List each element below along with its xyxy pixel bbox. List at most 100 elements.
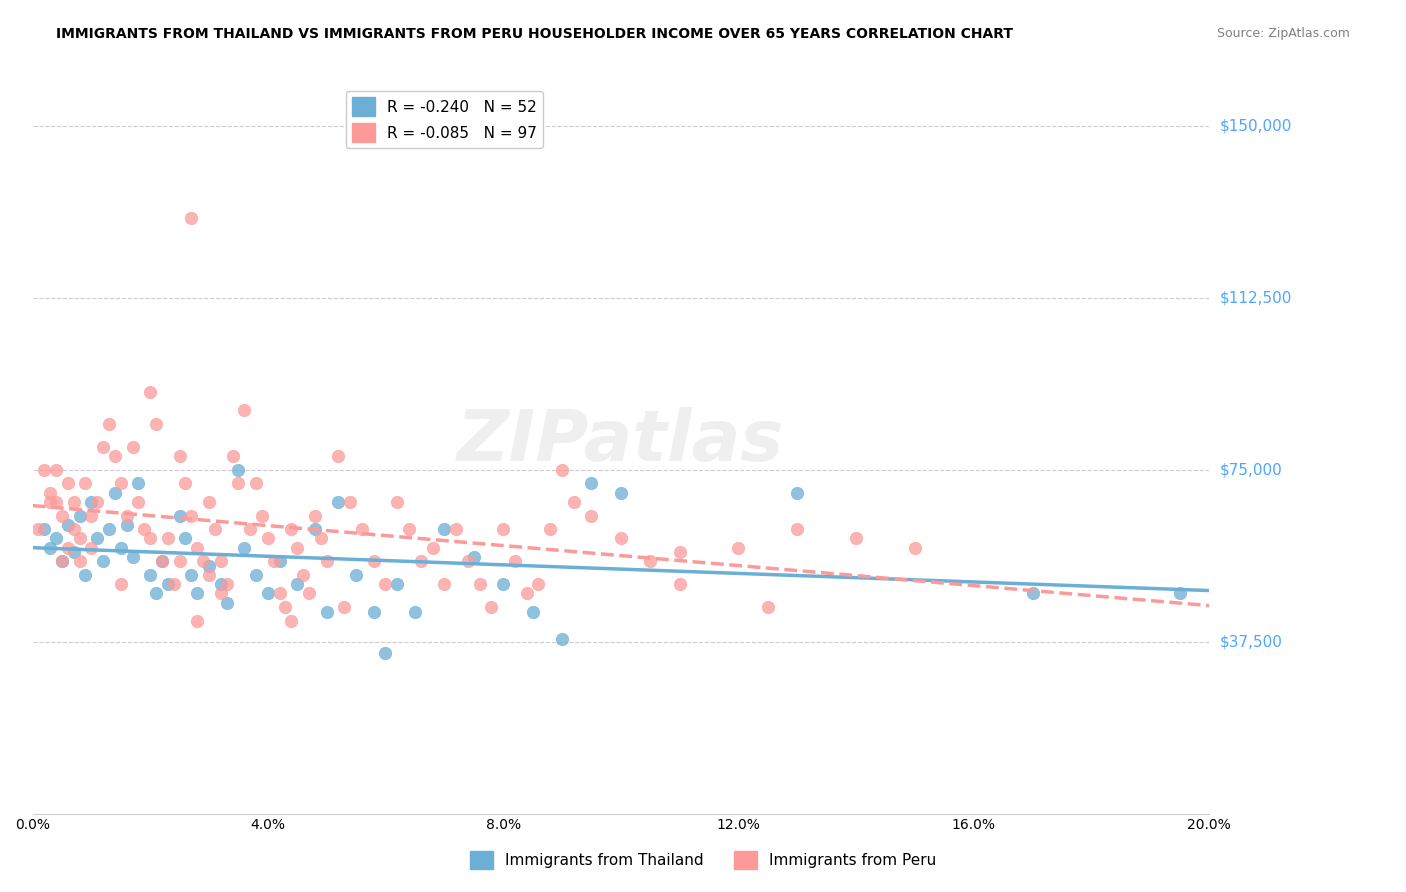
Point <box>668 577 690 591</box>
Point <box>433 522 456 536</box>
Point <box>75 568 97 582</box>
Point <box>110 476 132 491</box>
Point <box>233 541 256 555</box>
Point <box>104 485 127 500</box>
Point <box>387 577 409 591</box>
Point <box>139 384 162 399</box>
Text: IMMIGRANTS FROM THAILAND VS IMMIGRANTS FROM PERU HOUSEHOLDER INCOME OVER 65 YEAR: IMMIGRANTS FROM THAILAND VS IMMIGRANTS F… <box>56 27 1014 41</box>
Point <box>121 440 143 454</box>
Text: $75,000: $75,000 <box>1220 462 1282 477</box>
Point <box>457 554 479 568</box>
Point <box>503 554 526 568</box>
Point <box>239 522 262 536</box>
Point <box>304 522 326 536</box>
Point <box>285 577 308 591</box>
Point <box>551 463 574 477</box>
Point <box>174 532 197 546</box>
Point <box>269 586 291 600</box>
Point <box>610 532 633 546</box>
Point <box>315 554 337 568</box>
Point <box>492 577 515 591</box>
Point <box>245 476 267 491</box>
Point <box>638 554 661 568</box>
Point <box>186 586 208 600</box>
Point <box>191 554 214 568</box>
Point <box>121 549 143 564</box>
Point <box>56 541 79 555</box>
Point <box>45 463 67 477</box>
Point <box>32 522 55 536</box>
Point <box>180 211 202 225</box>
Point <box>174 476 197 491</box>
Point <box>98 417 121 431</box>
Point <box>516 586 538 600</box>
Point <box>309 532 332 546</box>
Point <box>62 522 84 536</box>
Point <box>374 577 396 591</box>
Point <box>374 646 396 660</box>
Point <box>45 495 67 509</box>
Point <box>150 554 173 568</box>
Point <box>145 586 167 600</box>
Point <box>409 554 432 568</box>
Point <box>39 541 62 555</box>
Point <box>139 532 162 546</box>
Point <box>280 522 302 536</box>
Point <box>98 522 121 536</box>
Point <box>263 554 285 568</box>
Point <box>62 495 84 509</box>
Point <box>198 568 221 582</box>
Point <box>845 532 868 546</box>
Text: $150,000: $150,000 <box>1220 119 1292 133</box>
Point <box>56 517 79 532</box>
Point <box>39 495 62 509</box>
Point <box>904 541 927 555</box>
Point <box>328 495 350 509</box>
Point <box>245 568 267 582</box>
Point <box>610 485 633 500</box>
Text: $112,500: $112,500 <box>1220 290 1292 305</box>
Point <box>134 522 156 536</box>
Point <box>209 586 232 600</box>
Point <box>292 568 315 582</box>
Point <box>169 554 191 568</box>
Point <box>127 476 149 491</box>
Point <box>1168 586 1191 600</box>
Point <box>668 545 690 559</box>
Point <box>186 541 208 555</box>
Point <box>198 558 221 573</box>
Point <box>139 568 162 582</box>
Point <box>363 554 385 568</box>
Point <box>39 485 62 500</box>
Point <box>186 614 208 628</box>
Point <box>115 508 138 523</box>
Point <box>304 508 326 523</box>
Point <box>350 522 373 536</box>
Point <box>581 476 603 491</box>
Point <box>62 545 84 559</box>
Point <box>180 568 202 582</box>
Point <box>69 554 91 568</box>
Point <box>156 577 179 591</box>
Point <box>256 586 278 600</box>
Point <box>32 463 55 477</box>
Point <box>404 605 426 619</box>
Point <box>786 522 808 536</box>
Point <box>233 403 256 417</box>
Point <box>110 577 132 591</box>
Point <box>562 495 585 509</box>
Point <box>256 532 278 546</box>
Point <box>115 517 138 532</box>
Point <box>479 600 502 615</box>
Point <box>398 522 420 536</box>
Point <box>444 522 467 536</box>
Point <box>363 605 385 619</box>
Point <box>163 577 186 591</box>
Point <box>468 577 491 591</box>
Point <box>204 522 226 536</box>
Point <box>492 522 515 536</box>
Point <box>127 495 149 509</box>
Point <box>86 495 108 509</box>
Point <box>463 549 485 564</box>
Text: Source: ZipAtlas.com: Source: ZipAtlas.com <box>1216 27 1350 40</box>
